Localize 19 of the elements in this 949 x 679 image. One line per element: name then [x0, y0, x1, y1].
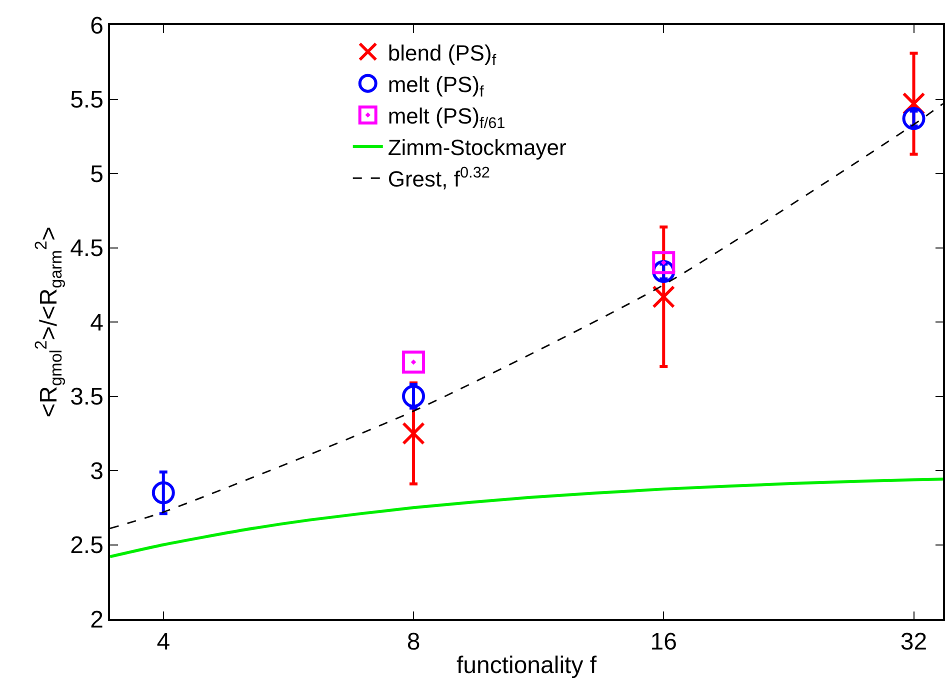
- y-tick-label: 2: [90, 606, 104, 634]
- y-tick-label: 2.5: [70, 532, 104, 560]
- legend-label: melt (PS)$_{f/61}$: [388, 104, 506, 132]
- legend-label: Zimm-Stockmayer: [388, 135, 566, 160]
- legend-label: Grest, f$^{0.32}$: [388, 164, 490, 192]
- y-tick-label: 3.5: [70, 384, 104, 411]
- x-tick-label: 4: [156, 628, 170, 656]
- y-tick-label: 4.5: [70, 235, 104, 262]
- x-tick-label: 32: [900, 628, 928, 656]
- x-tick-label: 16: [650, 628, 677, 656]
- y-tick-label: 5.5: [70, 86, 104, 114]
- legend-label: melt (PS)$_{f}$: [388, 72, 485, 101]
- x-tick-label: 8: [406, 628, 420, 656]
- x-axis-title: functionality f: [456, 652, 597, 679]
- y-tick-label: 3: [90, 458, 104, 485]
- legend-label: blend (PS)$_{f}$: [388, 40, 497, 69]
- y-tick-label: 5: [90, 160, 104, 188]
- y-tick-label: 6: [90, 12, 104, 40]
- y-tick-label: 4: [90, 309, 104, 336]
